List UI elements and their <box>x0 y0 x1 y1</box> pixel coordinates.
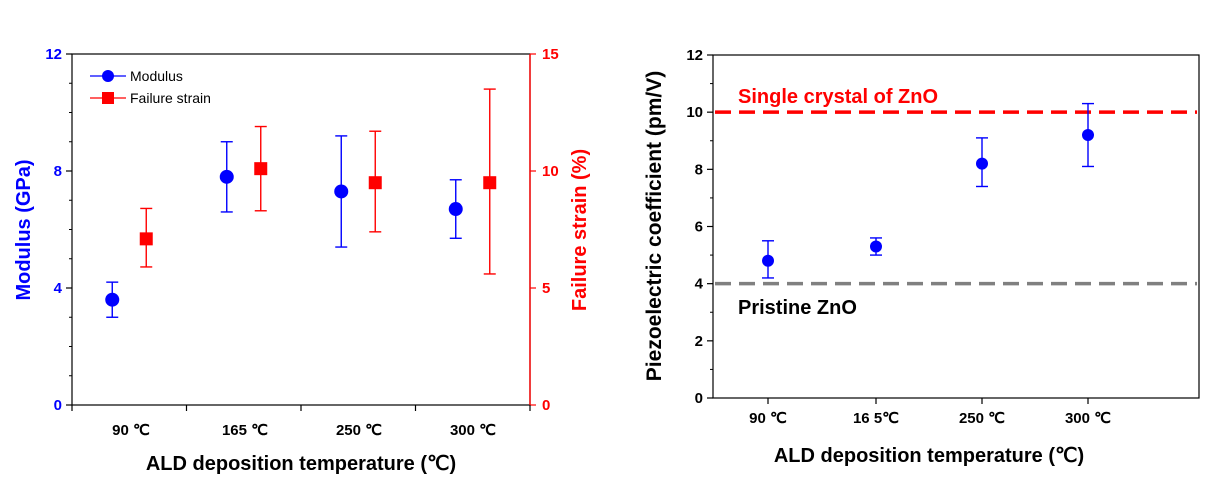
strain-point <box>139 232 153 246</box>
piezo-point <box>870 240 882 253</box>
piezo-x-category-label: 300 ℃ <box>1065 410 1111 427</box>
piezo-y-axis-title: Piezoelectric coefficient (pm/V) <box>643 71 666 381</box>
piezo-y-tick-label: 2 <box>695 333 703 350</box>
piezo-y-tick-label: 10 <box>686 104 703 121</box>
strain-point <box>483 176 497 190</box>
left-x-axis-title: ALD deposition temperature (℃) <box>146 453 456 475</box>
modulus-point <box>448 202 463 217</box>
left-x-category-label: 165 ℃ <box>222 422 268 439</box>
left-y-tick-label: 4 <box>54 280 63 297</box>
right-y-tick-label: 0 <box>542 397 550 414</box>
left-x-category-label: 250 ℃ <box>336 422 382 439</box>
legend-modulus-label: Modulus <box>130 68 183 84</box>
piezo-chart: 0 2 4 6 8 10 12 90 ℃ 16 5℃ 250 ℃ 300 ℃ A… <box>643 47 1200 467</box>
right-y-tick-label: 15 <box>542 46 559 63</box>
piezo-y-tick-label: 6 <box>695 219 703 236</box>
modulus-point <box>219 169 234 184</box>
strain-point <box>254 162 268 176</box>
left-plot-marks <box>66 53 536 411</box>
legend: Modulus Failure strain <box>90 68 211 106</box>
piezo-y-tick-label: 0 <box>695 390 703 407</box>
piezo-point <box>762 254 774 267</box>
single-crystal-annotation: Single crystal of ZnO <box>738 86 938 108</box>
left-plot-frame <box>71 53 531 406</box>
piezo-y-tick-label: 12 <box>686 47 703 64</box>
left-x-category-label: 90 ℃ <box>112 422 150 439</box>
piezo-x-category-label: 90 ℃ <box>749 410 787 427</box>
legend-strain-marker <box>102 92 114 104</box>
modulus-point <box>334 184 349 199</box>
left-y-tick-label: 12 <box>45 46 62 63</box>
legend-modulus-marker <box>102 70 114 82</box>
right-y-axis-title: Failure strain (%) <box>569 149 591 311</box>
right-y-tick-label: 10 <box>542 163 559 180</box>
strain-point <box>368 176 382 190</box>
legend-strain-label: Failure strain <box>130 90 211 106</box>
right-y-tick-label: 5 <box>542 280 550 297</box>
left-y-axis-title: Modulus (GPa) <box>13 159 35 300</box>
modulus-strain-chart: 0 4 8 12 0 5 10 15 90 ℃ 165 ℃ 250 ℃ 300 … <box>13 46 591 475</box>
piezo-point <box>976 157 988 170</box>
piezo-y-tick-label: 4 <box>695 276 704 293</box>
piezo-y-tick-label: 8 <box>695 161 703 178</box>
left-x-category-label: 300 ℃ <box>450 422 496 439</box>
left-y-tick-label: 0 <box>54 397 62 414</box>
right-plot-marks <box>707 54 1197 404</box>
modulus-point <box>105 292 120 307</box>
pristine-zno-annotation: Pristine ZnO <box>738 297 857 319</box>
piezo-point <box>1082 129 1094 142</box>
piezo-x-category-label: 250 ℃ <box>959 410 1005 427</box>
left-y-tick-label: 8 <box>54 163 62 180</box>
piezo-x-category-label: 16 5℃ <box>853 410 899 427</box>
piezo-x-axis-title: ALD deposition temperature (℃) <box>774 445 1084 467</box>
